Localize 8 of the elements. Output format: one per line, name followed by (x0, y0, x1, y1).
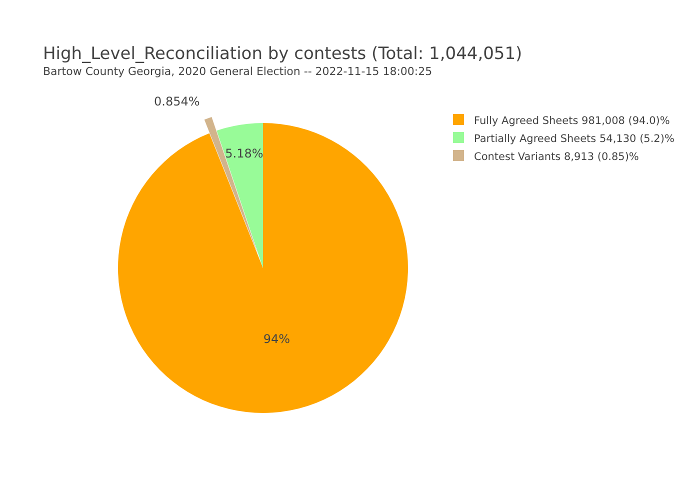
legend-label: Partially Agreed Sheets 54,130 (5.2)% (474, 133, 674, 145)
data-label: 94% (263, 332, 290, 346)
legend-label: Contest Variants 8,913 (0.85)% (474, 151, 639, 163)
data-label: 0.854% (154, 94, 200, 108)
chart-subtitle: Bartow County Georgia, 2020 General Election -- 2022-11-15 18:00:25 (43, 65, 432, 78)
legend-label: Fully Agreed Sheets 981,008 (94.0)% (474, 115, 670, 127)
data-label: 5.18% (225, 146, 264, 161)
chart-title: High_Level_Reconciliation by contests (Total: 1,044,051) (43, 44, 522, 64)
